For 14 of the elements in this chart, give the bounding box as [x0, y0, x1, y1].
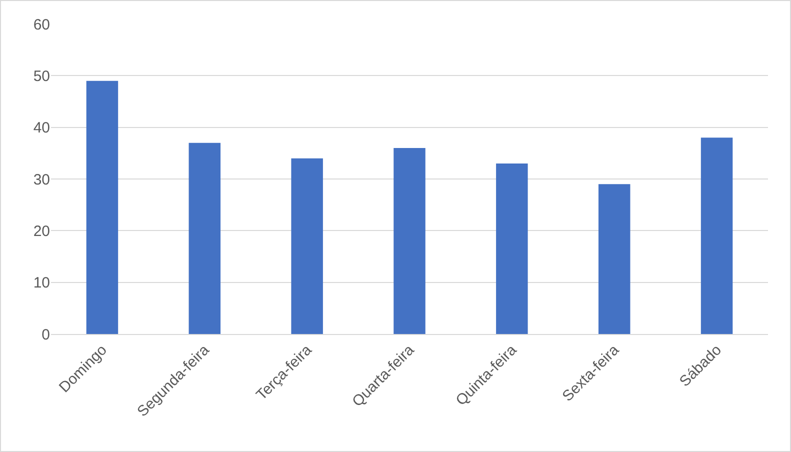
y-tick-label: 20	[33, 222, 50, 240]
y-tick-label: 50	[33, 68, 50, 85]
bar	[86, 80, 118, 334]
bar	[394, 148, 426, 334]
bar	[291, 158, 323, 334]
bar	[598, 184, 630, 334]
y-tick-label: 10	[33, 274, 50, 292]
bar	[496, 164, 528, 334]
bar	[188, 142, 221, 334]
bar	[700, 138, 733, 334]
y-tick-label: 40	[33, 120, 50, 137]
y-tick-label: 30	[33, 171, 50, 188]
y-tick-label: 0	[42, 326, 50, 344]
y-tick-label: 60	[33, 16, 50, 34]
